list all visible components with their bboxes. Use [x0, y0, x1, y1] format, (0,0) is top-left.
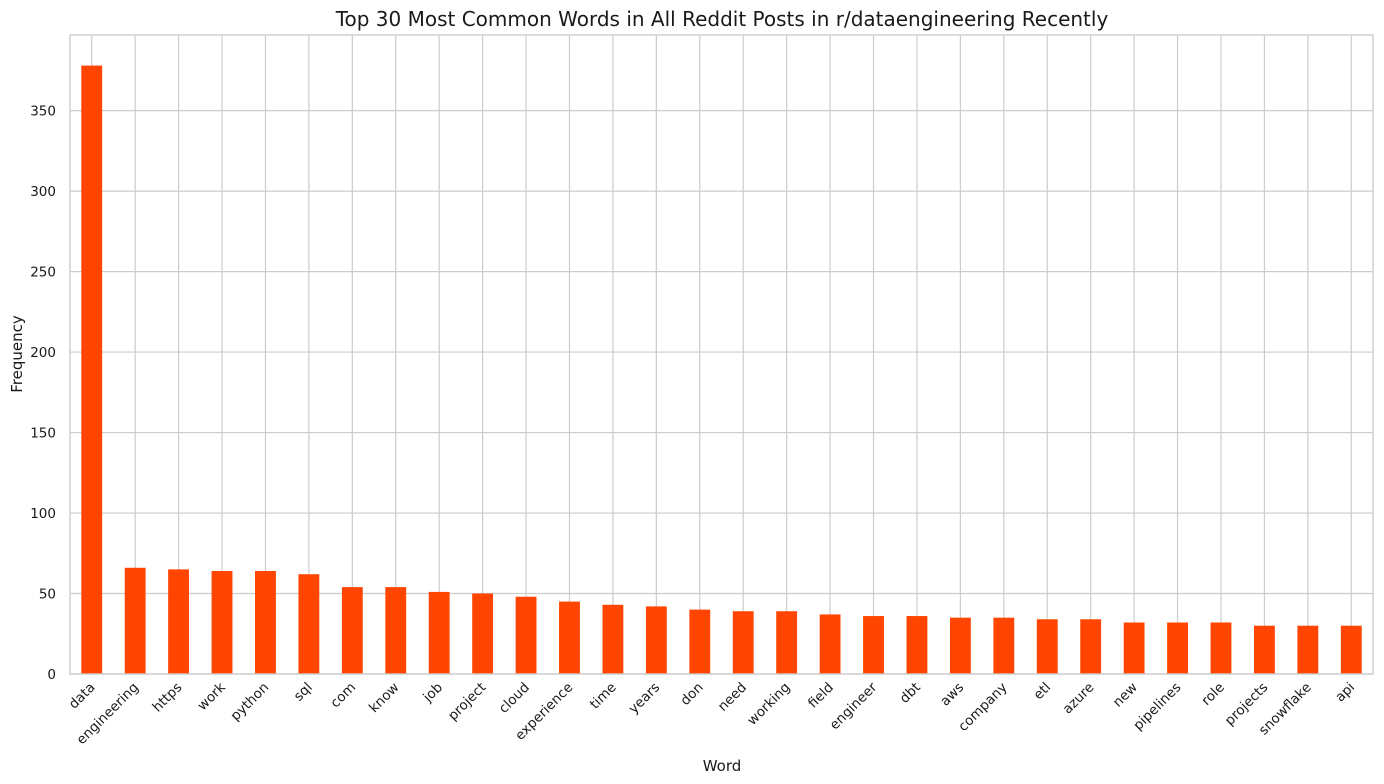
bar-pipelines [1167, 622, 1188, 674]
y-tick-label: 300 [30, 184, 56, 200]
x-tick-label: cloud [496, 680, 533, 717]
x-tick-label: don [677, 680, 706, 709]
bar-working [776, 611, 798, 674]
bar-com [341, 587, 363, 674]
bar-azure [1080, 619, 1102, 674]
x-tick-label: new [1110, 680, 1141, 711]
x-tick-label: com [327, 680, 359, 712]
y-tick-label: 200 [30, 345, 56, 361]
x-tick-label: aws [937, 680, 967, 710]
x-tick-label: job [419, 680, 446, 707]
x-axis-label: Word [703, 757, 742, 775]
x-tick-label: data [66, 680, 99, 713]
x-tick-label: python [228, 680, 273, 725]
bar-api [1340, 625, 1362, 674]
y-axis-label: Frequency [8, 315, 26, 393]
x-tick-label: work [194, 679, 229, 714]
x-tick-label: need [715, 680, 750, 715]
bar-engineering [124, 567, 146, 674]
x-tick-label: https [150, 680, 186, 716]
bar-https [168, 569, 190, 674]
y-tick-label: 350 [30, 104, 56, 120]
x-tick-label: know [366, 680, 403, 717]
x-tick-label: dbt [897, 680, 924, 707]
bar-projects [1253, 625, 1275, 674]
bar-work [211, 570, 233, 674]
y-tick-label: 250 [30, 265, 56, 281]
bar-aws [949, 617, 971, 674]
x-tick-label: azure [1060, 680, 1098, 718]
bar-etl [1036, 619, 1058, 674]
grid-layer [70, 35, 1373, 675]
x-tick-label: pipelines [1130, 680, 1184, 734]
bar-cloud [515, 596, 537, 674]
chart-title: Top 30 Most Common Words in All Reddit P… [335, 7, 1109, 31]
bar-don [689, 609, 711, 674]
bar-company [993, 617, 1015, 674]
x-tick-label: working [744, 680, 793, 729]
y-tick-label: 50 [39, 587, 56, 603]
x-tick-label: sql [291, 680, 316, 705]
x-tick-label: time [587, 680, 620, 713]
x-tick-label: field [805, 680, 837, 712]
x-tick-label: etl [1030, 680, 1054, 704]
y-tick-labels: 0 50 100 150 200 250 300 350 [30, 104, 56, 683]
plot-frame [69, 34, 1374, 675]
bar-experience [559, 601, 580, 674]
bar-new [1123, 622, 1145, 674]
bar-snowflake [1297, 625, 1319, 674]
bar-role [1210, 622, 1232, 674]
bar-data [81, 65, 103, 675]
bar-project [472, 593, 494, 674]
bar-years [645, 606, 667, 674]
x-tick-label: api [1332, 680, 1358, 706]
bar-time [602, 604, 624, 674]
bar-need [732, 611, 754, 674]
bar-job [428, 591, 450, 674]
x-tick-label: years [626, 680, 664, 718]
x-tick-label: engineer [827, 679, 881, 733]
y-tick-label: 100 [30, 506, 56, 522]
bar-python [255, 570, 276, 674]
x-tick-label: project [445, 680, 489, 724]
bar-sql [298, 574, 320, 674]
x-tick-label: role [1198, 680, 1227, 709]
bar-dbt [906, 616, 928, 674]
bar-know [385, 587, 407, 674]
bar-engineer [863, 616, 884, 674]
y-tick-label: 0 [47, 667, 56, 683]
bar-field [819, 614, 841, 674]
bars-layer [81, 65, 1362, 675]
y-tick-label: 150 [30, 426, 56, 442]
